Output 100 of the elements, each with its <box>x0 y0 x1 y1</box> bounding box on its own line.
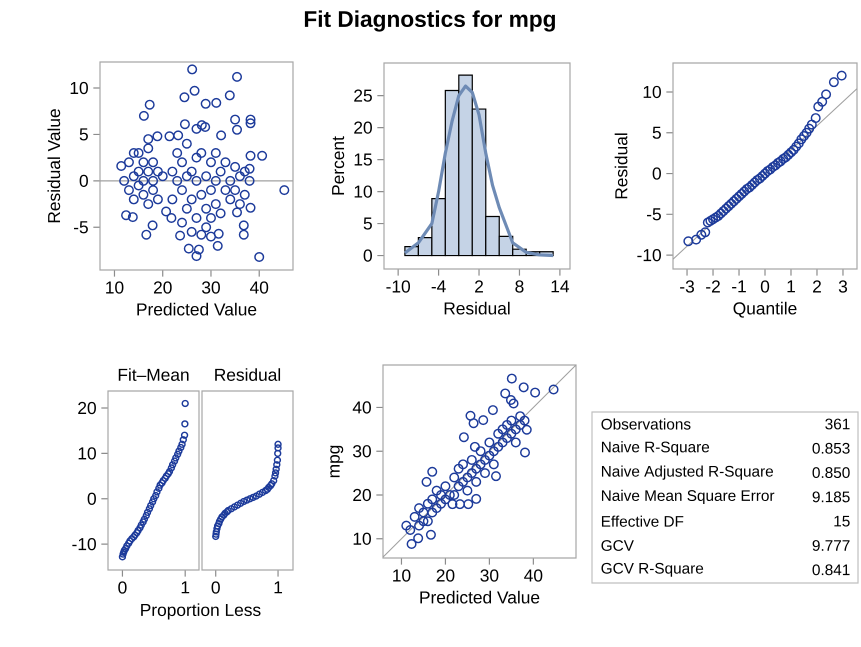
point <box>744 182 754 192</box>
point <box>271 472 279 480</box>
point <box>212 532 220 540</box>
y-tick-label: 10 <box>354 532 371 545</box>
x-tick-label: -3 <box>680 280 694 293</box>
y-tick-label: 15 <box>354 154 372 166</box>
x-tick-label: 40 <box>250 281 268 294</box>
y-tick-label: 0 <box>80 174 88 187</box>
point <box>804 124 814 134</box>
point <box>118 553 126 561</box>
point <box>783 150 794 160</box>
point <box>174 450 182 458</box>
x-tick-label: 10 <box>393 569 410 582</box>
point <box>765 164 776 174</box>
point <box>274 450 282 458</box>
point <box>274 456 282 464</box>
y-tick-label: -10 <box>637 248 661 262</box>
point <box>817 96 828 107</box>
point <box>180 436 187 444</box>
point <box>696 230 706 240</box>
x-tick-label: 2 <box>813 280 821 292</box>
point <box>828 77 839 88</box>
point <box>713 210 724 221</box>
point <box>728 196 739 206</box>
y-tick-label: 5 <box>364 218 372 230</box>
point <box>731 194 742 204</box>
point <box>796 134 806 144</box>
point <box>821 89 832 100</box>
point <box>240 498 248 506</box>
y-axis-title: Residual Value <box>47 109 60 222</box>
x-tick-label: 40 <box>524 569 542 582</box>
point <box>734 191 744 202</box>
chart-title: Residual <box>215 368 280 381</box>
point <box>716 208 726 219</box>
y-tick-label: 0 <box>364 249 372 262</box>
point <box>172 454 180 462</box>
x-tick-label: 14 <box>552 280 570 292</box>
point <box>739 186 750 196</box>
y-tick-label: 20 <box>78 402 96 414</box>
y-tick-label: -5 <box>646 208 661 220</box>
point <box>146 505 154 512</box>
point <box>274 444 282 452</box>
x-tick-label: 1 <box>274 581 282 594</box>
x-tick-label: 2 <box>475 280 483 292</box>
point <box>274 440 282 448</box>
point <box>762 166 773 176</box>
text: 0.841 <box>812 564 850 576</box>
point <box>170 457 178 465</box>
point <box>148 498 156 506</box>
text: 361 <box>825 418 850 430</box>
x-tick-label: 0 <box>118 581 127 594</box>
point <box>177 444 184 452</box>
text: Naive Adjusted R-Square <box>602 465 774 480</box>
point <box>168 461 176 468</box>
point <box>705 216 716 226</box>
text: Observations <box>601 418 690 430</box>
point <box>736 188 747 199</box>
x-tick-label: -4 <box>432 280 446 292</box>
point <box>760 168 770 179</box>
point <box>726 198 736 209</box>
point <box>252 492 260 500</box>
text: 15 <box>834 516 850 527</box>
point <box>139 518 147 526</box>
point <box>153 488 161 496</box>
point <box>168 464 176 472</box>
point <box>836 70 847 81</box>
point <box>747 180 758 190</box>
point <box>806 120 817 130</box>
point <box>270 476 278 484</box>
x-tick-label: 30 <box>480 569 498 582</box>
x-tick-label: 10 <box>106 281 124 294</box>
point <box>180 432 188 439</box>
line-series <box>403 84 555 258</box>
point <box>742 184 752 194</box>
point <box>178 440 186 448</box>
text: 0.850 <box>812 467 850 478</box>
text: GCV R-Square <box>601 562 704 577</box>
point <box>272 469 280 477</box>
point <box>752 175 762 186</box>
y-tick-label: 40 <box>352 401 371 414</box>
point <box>772 158 784 168</box>
point <box>718 206 728 216</box>
x-tick-label: 8 <box>515 280 524 293</box>
point <box>234 501 242 509</box>
point <box>273 461 280 468</box>
point <box>272 466 280 473</box>
point <box>721 204 732 214</box>
x-axis-title: Predicted Value <box>420 590 540 604</box>
x-tick-label: 20 <box>436 569 454 582</box>
point <box>776 156 786 166</box>
y-tick-label: 10 <box>644 86 661 98</box>
point <box>778 154 788 164</box>
point <box>182 400 189 408</box>
x-tick-label: 30 <box>202 281 220 294</box>
y-tick-label: 0 <box>88 492 96 505</box>
x-axis-title: Residual <box>444 302 510 315</box>
y-axis-title: Percent <box>332 136 344 194</box>
point <box>788 144 799 155</box>
point <box>750 178 760 188</box>
point <box>802 128 812 138</box>
